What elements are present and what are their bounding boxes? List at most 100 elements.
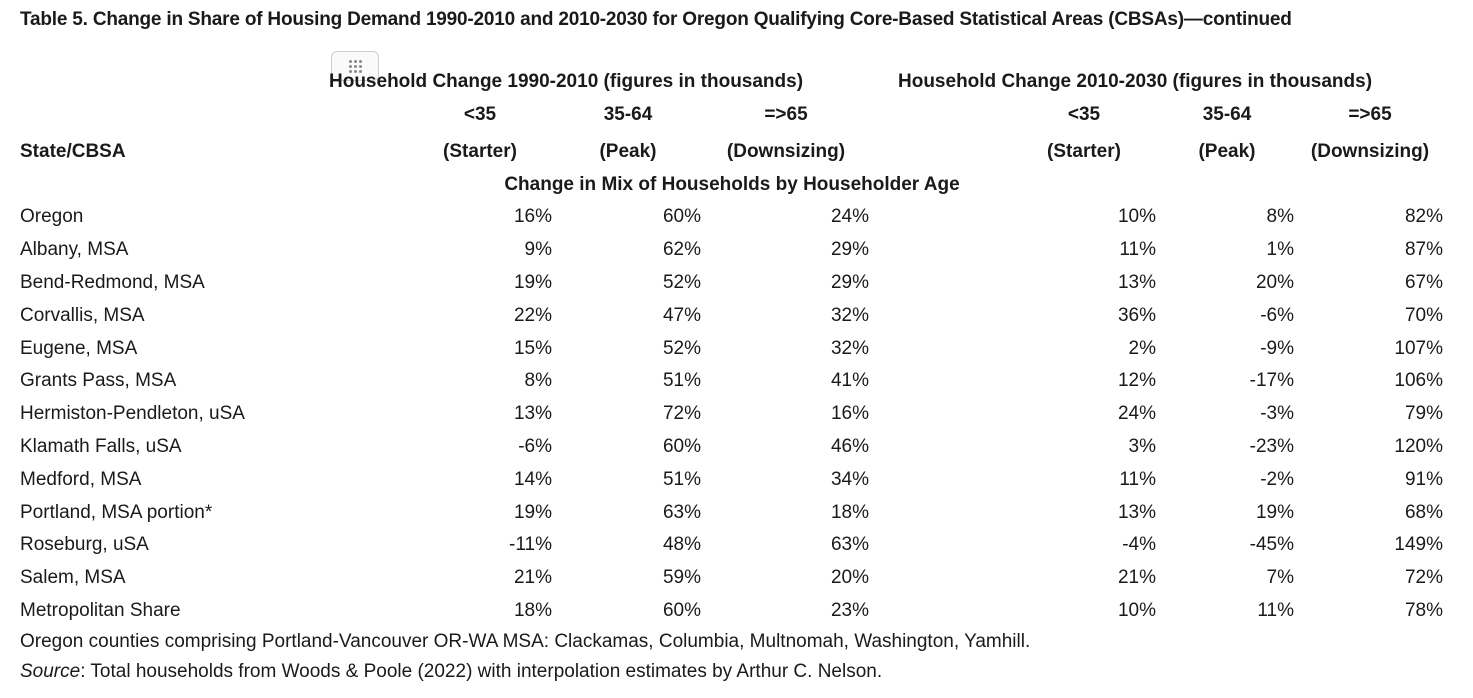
cell-value: 21% bbox=[1117, 567, 1156, 589]
col-label-starter-1: (Starter) bbox=[443, 141, 517, 162]
col-age-peak-2: 35-64 bbox=[1202, 104, 1252, 125]
cell-value: -2% bbox=[1260, 468, 1294, 490]
cell-value: -6% bbox=[518, 435, 552, 457]
cell-value: 36% bbox=[1117, 304, 1156, 326]
cell-value: 3% bbox=[1128, 435, 1156, 457]
cell-value: 70% bbox=[1404, 304, 1443, 326]
cell-value: 20% bbox=[830, 567, 869, 589]
cell-value: 149% bbox=[1394, 534, 1443, 556]
cell-value: 20% bbox=[1255, 271, 1294, 293]
cell-value: 1% bbox=[1266, 239, 1294, 261]
table-row: Bend-Redmond, MSA 19% 52% 29% 13% 20% 67% bbox=[20, 267, 1443, 300]
row-name: Eugene, MSA bbox=[20, 337, 138, 359]
cell-value: 18% bbox=[513, 599, 552, 621]
col-age-starter-1: <35 bbox=[463, 104, 497, 125]
cell-value: -4% bbox=[1122, 534, 1156, 556]
cell-value: 82% bbox=[1404, 206, 1443, 228]
col-age-peak-1: 35-64 bbox=[603, 104, 653, 125]
cell-value: 59% bbox=[662, 567, 701, 589]
cell-value: 2% bbox=[1128, 337, 1156, 359]
cell-value: 29% bbox=[830, 271, 869, 293]
cell-value: 34% bbox=[830, 468, 869, 490]
cell-value: 60% bbox=[662, 435, 701, 457]
cell-value: 106% bbox=[1394, 370, 1443, 392]
cell-value: -17% bbox=[1249, 370, 1294, 392]
row-name: Corvallis, MSA bbox=[20, 304, 145, 326]
cell-value: 32% bbox=[830, 304, 869, 326]
cell-value: -23% bbox=[1249, 435, 1294, 457]
table-row: Roseburg, uSA -11% 48% 63% -4% -45% 149% bbox=[20, 529, 1443, 562]
row-name: Hermiston-Pendleton, uSA bbox=[20, 403, 245, 425]
cell-value: 18% bbox=[830, 501, 869, 523]
cell-value: 13% bbox=[513, 403, 552, 425]
cell-value: -11% bbox=[509, 534, 552, 556]
cell-value: 79% bbox=[1404, 403, 1443, 425]
row-name: Albany, MSA bbox=[20, 239, 129, 261]
source-label: Source bbox=[20, 661, 81, 682]
cell-value: 63% bbox=[662, 501, 701, 523]
cell-value: 78% bbox=[1404, 599, 1443, 621]
cell-value: 15% bbox=[513, 337, 552, 359]
cell-value: 11% bbox=[1119, 468, 1156, 490]
col-label-starter-2: (Starter) bbox=[1047, 141, 1121, 162]
cell-value: 60% bbox=[662, 599, 701, 621]
cell-value: 62% bbox=[662, 239, 701, 261]
row-name: Portland, MSA portion* bbox=[20, 501, 213, 523]
cell-value: -3% bbox=[1260, 403, 1294, 425]
cell-value: 32% bbox=[830, 337, 869, 359]
table-row: Hermiston-Pendleton, uSA 13% 72% 16% 24% -3% 7… bbox=[20, 398, 1443, 431]
cell-value: 22% bbox=[513, 304, 552, 326]
table-row: Oregon 16% 60% 24% 10% 8% 82% bbox=[20, 201, 1443, 234]
table-title: Table 5. Change in Share of Housing Dema… bbox=[20, 9, 1292, 30]
row-name: Oregon bbox=[20, 206, 84, 228]
table-row: Corvallis, MSA 22% 47% 32% 36% -6% 70% bbox=[20, 299, 1443, 332]
col-label-downsizing-2: (Downsizing) bbox=[1310, 141, 1430, 162]
col-age-downsizing-2: =>65 bbox=[1348, 104, 1392, 125]
cell-value: 47% bbox=[662, 304, 701, 326]
cell-value: 10% bbox=[1117, 206, 1156, 228]
cell-value: 41% bbox=[830, 370, 869, 392]
cell-value: 19% bbox=[1255, 501, 1294, 523]
col-age-starter-2: <35 bbox=[1067, 104, 1101, 125]
cell-value: 13% bbox=[1117, 271, 1156, 293]
cell-value: 11% bbox=[1257, 599, 1294, 621]
source-text: : Total households from Woods & Poole (2… bbox=[80, 661, 883, 682]
state-cbsa-header: State/CBSA bbox=[20, 141, 126, 162]
data-table: Oregon 16% 60% 24% 10% 8% 82% Albany, MSA 9% 62% 2… bbox=[20, 201, 1443, 627]
row-name: Grants Pass, MSA bbox=[20, 370, 177, 392]
cell-value: 23% bbox=[830, 599, 869, 621]
cell-value: 19% bbox=[513, 271, 552, 293]
table-row: Salem, MSA 21% 59% 20% 21% 7% 72% bbox=[20, 562, 1443, 595]
table-row: Eugene, MSA 15% 52% 32% 2% -9% 107% bbox=[20, 332, 1443, 365]
cell-value: 21% bbox=[513, 567, 552, 589]
table-row: Medford, MSA 14% 51% 34% 11% -2% 91% bbox=[20, 463, 1443, 496]
table-row: Albany, MSA 9% 62% 29% 11% 1% 87% bbox=[20, 234, 1443, 267]
cell-value: 10% bbox=[1117, 599, 1156, 621]
cell-value: 60% bbox=[662, 206, 701, 228]
cell-value: -45% bbox=[1249, 534, 1294, 556]
table-row: Metropolitan Share 18% 60% 23% 10% 11% 78% bbox=[20, 595, 1443, 628]
row-name: Klamath Falls, uSA bbox=[20, 435, 182, 457]
source-note: Source: Total households from Woods & Po… bbox=[20, 661, 882, 683]
cell-value: 14% bbox=[513, 468, 552, 490]
cell-value: 72% bbox=[1404, 567, 1443, 589]
col-age-downsizing-1: =>65 bbox=[764, 104, 808, 125]
cell-value: 11% bbox=[1119, 239, 1156, 261]
cell-value: 91% bbox=[1404, 468, 1443, 490]
section-header: Change in Mix of Households by Household… bbox=[504, 174, 960, 195]
table-row: Portland, MSA portion* 19% 63% 18% 13% 19% 68% bbox=[20, 496, 1443, 529]
drag-handle-icon[interactable] bbox=[331, 51, 379, 81]
footnote: Oregon counties comprising Portland-Vanc… bbox=[20, 631, 1031, 652]
row-name: Roseburg, uSA bbox=[20, 534, 149, 556]
cell-value: 46% bbox=[830, 435, 869, 457]
col-label-downsizing-1: (Downsizing) bbox=[726, 141, 846, 162]
cell-value: 51% bbox=[662, 370, 701, 392]
cell-value: 16% bbox=[830, 403, 869, 425]
cell-value: 24% bbox=[830, 206, 869, 228]
cell-value: 24% bbox=[1117, 403, 1156, 425]
cell-value: 67% bbox=[1404, 271, 1443, 293]
cell-value: 48% bbox=[662, 534, 701, 556]
cell-value: 52% bbox=[662, 337, 701, 359]
cell-value: 51% bbox=[662, 468, 701, 490]
cell-value: 8% bbox=[524, 370, 552, 392]
